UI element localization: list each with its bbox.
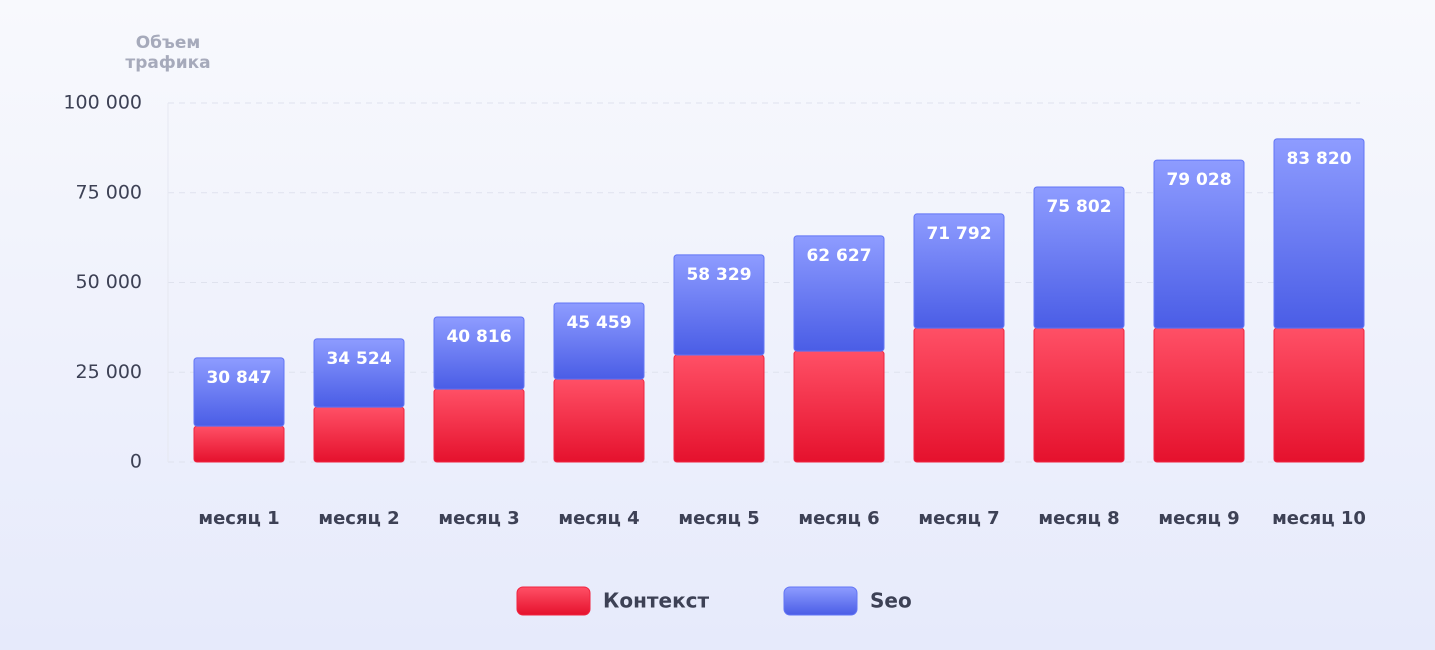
- bar-segment: [913, 327, 1005, 463]
- bar-segment: [1273, 138, 1365, 329]
- x-tick-label: месяц 9: [1158, 508, 1239, 529]
- bar-segment: [193, 425, 285, 463]
- x-tick-label: месяц 10: [1272, 508, 1366, 529]
- y-tick-label: 75 000: [76, 181, 142, 203]
- bar-segment: [433, 316, 525, 390]
- y-tick-label: 100 000: [63, 92, 142, 114]
- bar-segment: [193, 357, 285, 427]
- bar-segment: [1273, 327, 1365, 463]
- y-tick-label: 50 000: [76, 271, 142, 293]
- total-label: 58 329: [686, 265, 751, 285]
- total-label: 71 792: [926, 224, 991, 244]
- axis-title: Объем: [136, 33, 201, 53]
- total-label: 62 627: [806, 246, 871, 266]
- x-tick-label: месяц 5: [678, 508, 759, 529]
- bar-segment: [1153, 327, 1245, 463]
- x-tick-label: месяц 6: [798, 508, 879, 529]
- axis-title: трафика: [125, 53, 210, 73]
- total-label: 34 524: [326, 349, 391, 369]
- y-tick-label: 25 000: [76, 361, 142, 383]
- bar-segment: [793, 235, 885, 352]
- bar-segment: [1033, 327, 1125, 463]
- bar-segment: [553, 378, 645, 463]
- bar-segment: [313, 338, 405, 408]
- total-label: 40 816: [446, 327, 511, 347]
- legend-label: Seo: [870, 589, 912, 613]
- x-tick-label: месяц 1: [198, 508, 279, 529]
- bar-segment: [553, 302, 645, 380]
- x-tick-label: месяц 8: [1038, 508, 1119, 529]
- total-label: 45 459: [566, 313, 631, 333]
- bar-segment: [673, 354, 765, 463]
- bar-segment: [1153, 159, 1245, 329]
- bar-segment: [673, 254, 765, 356]
- x-tick-label: месяц 4: [558, 508, 639, 529]
- total-label: 83 820: [1286, 149, 1351, 169]
- total-label: 30 847: [206, 368, 271, 388]
- bar-segment: [1033, 186, 1125, 329]
- legend-swatch: [783, 586, 858, 616]
- y-tick-label: 0: [130, 451, 142, 473]
- bar-segment: [433, 388, 525, 463]
- legend-label: Контекст: [603, 589, 709, 613]
- total-label: 75 802: [1046, 197, 1111, 217]
- total-label: 79 028: [1166, 170, 1231, 190]
- x-tick-label: месяц 7: [918, 508, 999, 529]
- bar-segment: [313, 406, 405, 463]
- x-tick-label: месяц 2: [318, 508, 399, 529]
- legend-swatch: [516, 586, 591, 616]
- bar-segment: [793, 350, 885, 463]
- x-tick-label: месяц 3: [438, 508, 519, 529]
- bar-segment: [913, 213, 1005, 329]
